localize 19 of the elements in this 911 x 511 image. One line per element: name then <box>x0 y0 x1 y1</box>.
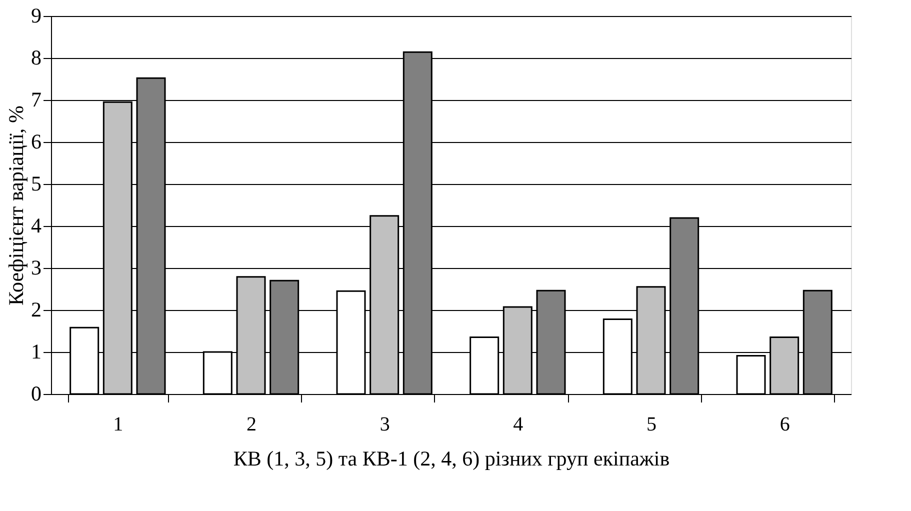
y-tick-label: 7 <box>31 88 42 112</box>
y-tick-label: 6 <box>31 130 42 154</box>
x-tick-label: 1 <box>113 414 124 436</box>
y-tick-label: 2 <box>31 298 42 322</box>
y-tick-label: 1 <box>31 340 42 364</box>
x-axis-title: КВ (1, 3, 5) та КВ-1 (2, 4, 6) різних груп екіпажів <box>233 446 670 470</box>
y-tick-label: 9 <box>31 4 42 28</box>
y-tick-label: 3 <box>31 256 42 280</box>
x-tick-label: 3 <box>380 414 390 436</box>
bar <box>736 355 766 395</box>
x-tick-label: 5 <box>646 414 656 436</box>
y-tick-label: 4 <box>31 214 42 238</box>
x-tick-label: 4 <box>513 414 524 436</box>
y-axis-title: Коефіцієнт варіації, % <box>4 105 28 306</box>
x-tick-label: 2 <box>246 414 256 436</box>
y-tick-label: 5 <box>31 172 42 196</box>
x-tick-label: 6 <box>780 414 790 436</box>
y-tick-label: 8 <box>31 46 42 70</box>
y-tick-label: 0 <box>31 382 42 406</box>
